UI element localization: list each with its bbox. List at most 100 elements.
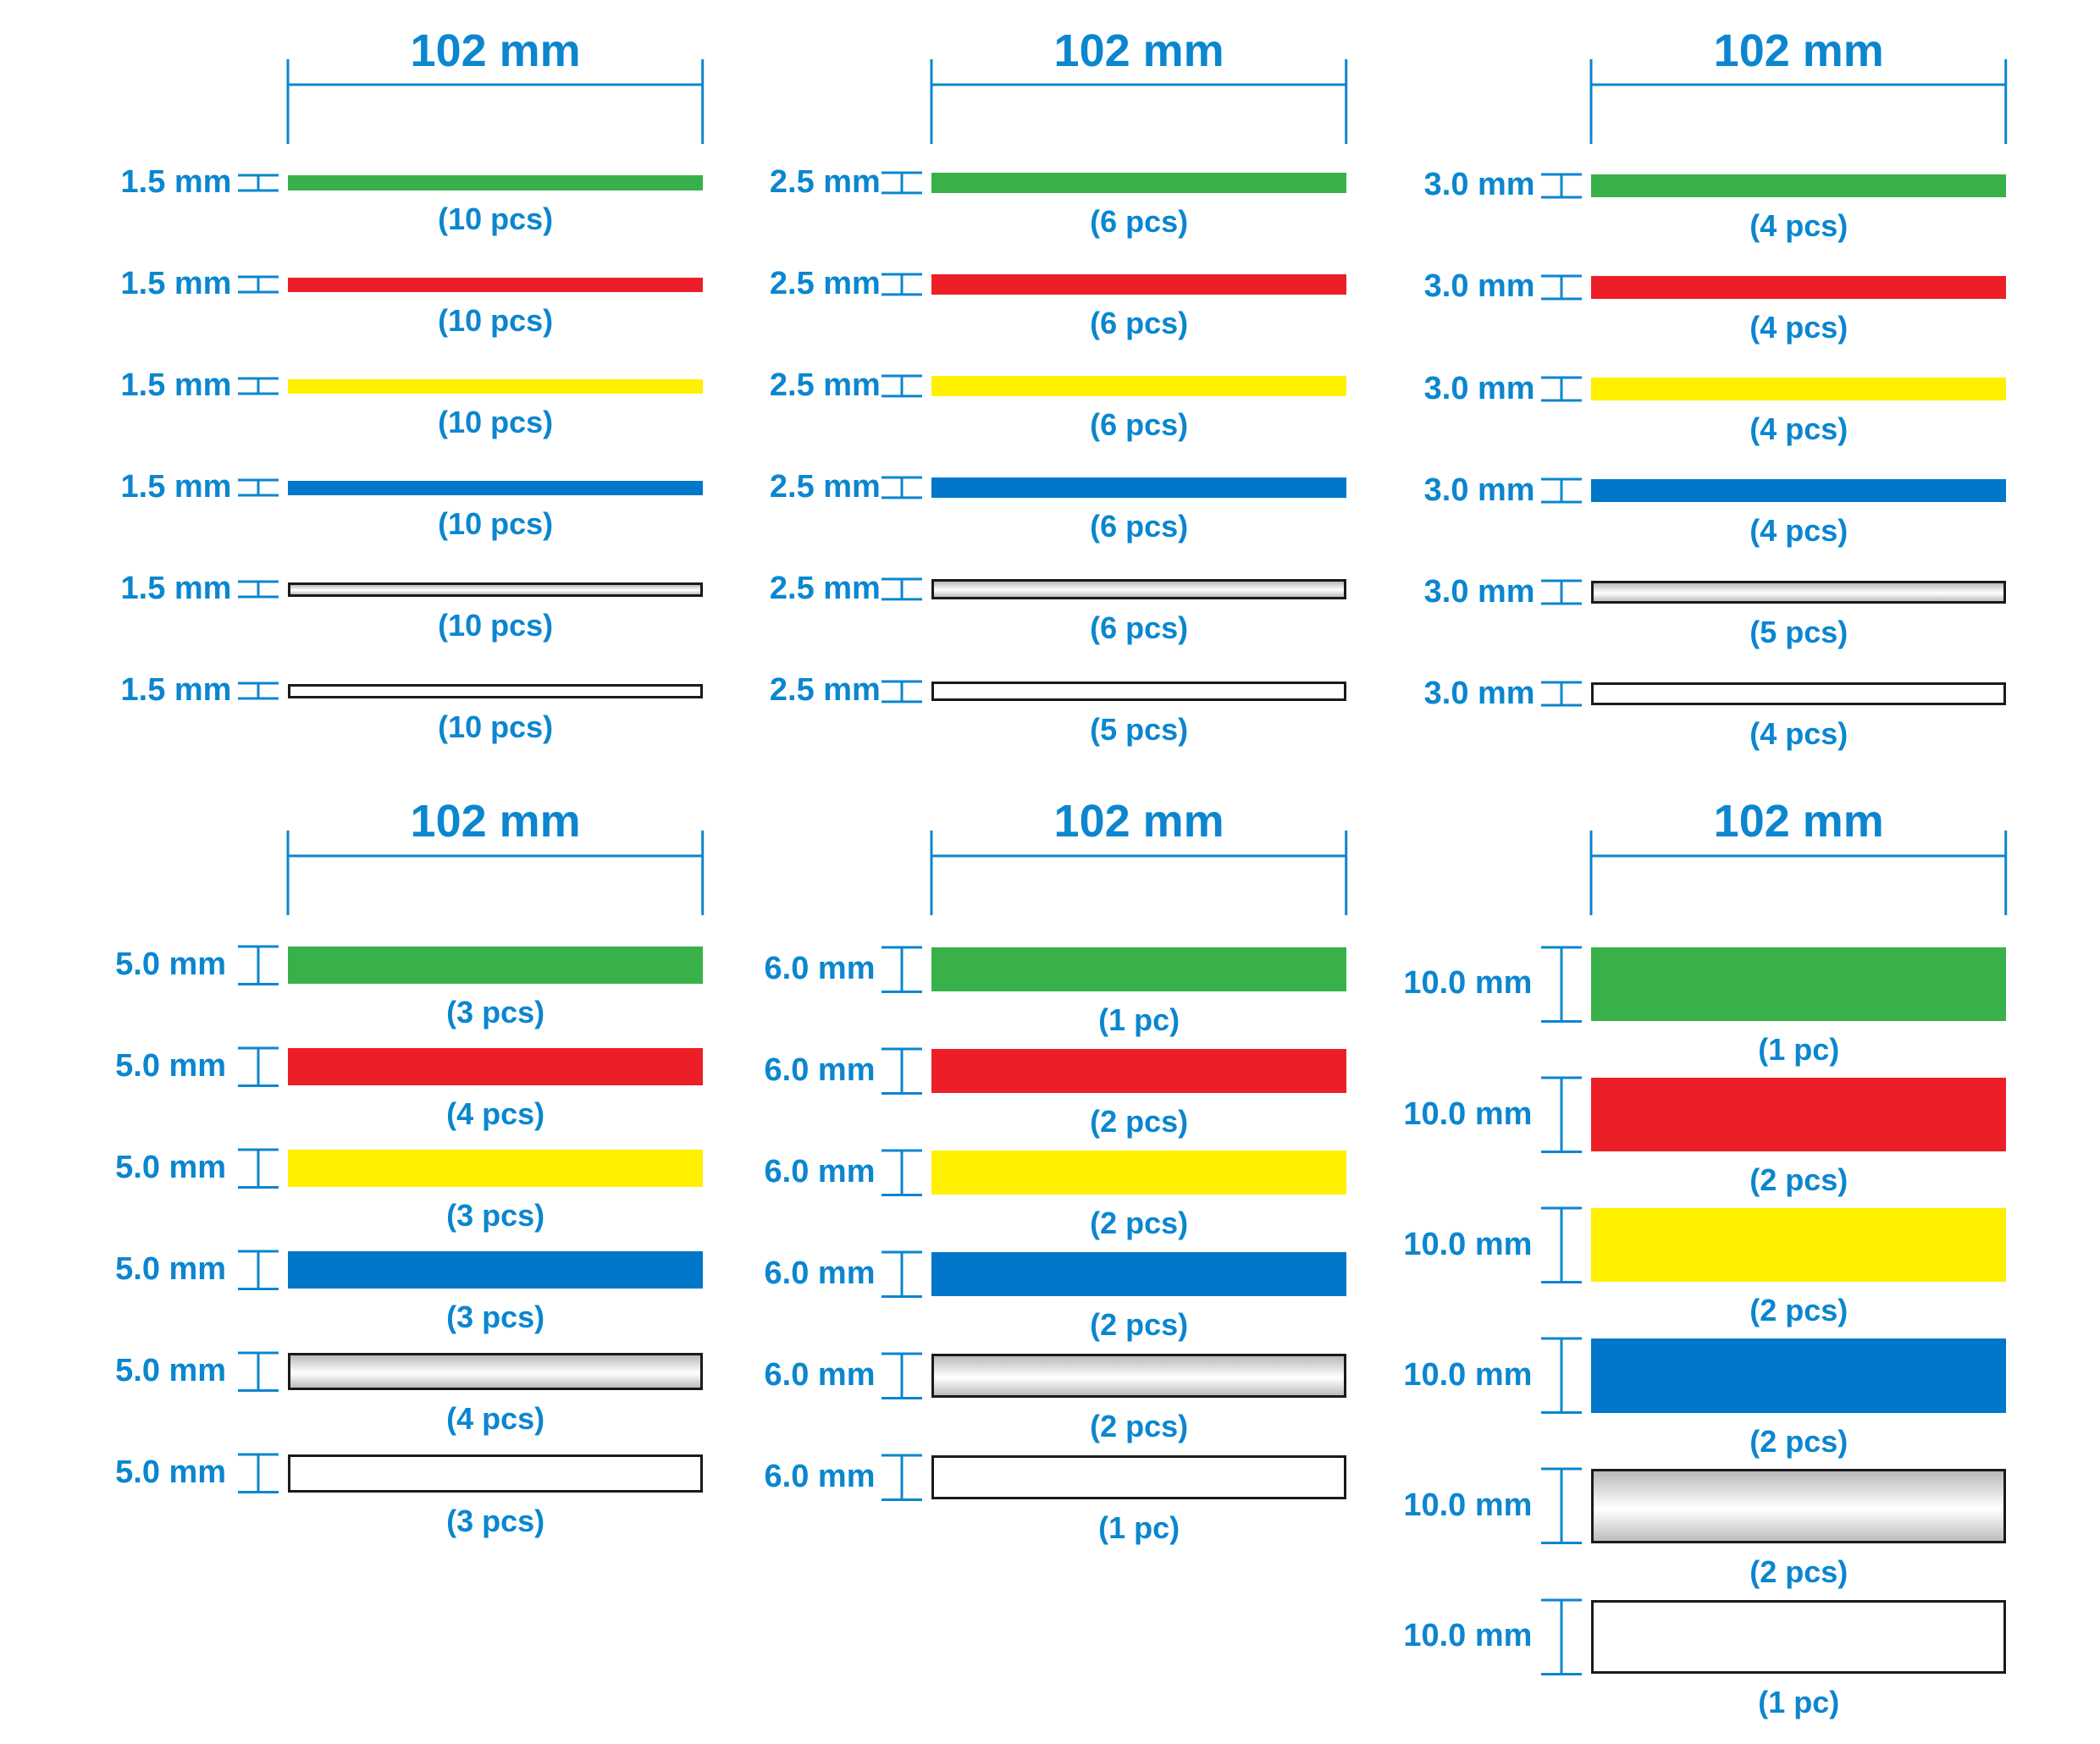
thickness-dimension-marker <box>1541 1598 1583 1675</box>
thickness-label: 10.0 mm <box>1403 1226 1533 1262</box>
piece-count-label: (10 pcs) <box>438 201 554 236</box>
thickness-dimension-marker <box>1541 1467 1583 1545</box>
strip-blue <box>1591 479 2007 503</box>
piece-count-label: (6 pcs) <box>1090 306 1189 341</box>
piece-count-label: (6 pcs) <box>1090 610 1189 646</box>
thickness-label: 2.5 mm <box>769 571 881 607</box>
thickness-dimension-marker <box>881 1454 923 1501</box>
piece-count-label: (10 pcs) <box>438 709 554 745</box>
strip-silver <box>1591 1469 2007 1543</box>
thickness-label: 3.0 mm <box>1423 370 1535 406</box>
thickness-label: 1.5 mm <box>120 672 232 709</box>
thickness-label: 2.5 mm <box>769 164 881 201</box>
piece-count-label: (2 pcs) <box>1090 1409 1189 1444</box>
thickness-label: 5.0 mm <box>115 1454 227 1491</box>
strip-green <box>288 175 703 190</box>
piece-count-label: (5 pcs) <box>1090 712 1189 748</box>
strip-blue <box>931 477 1346 499</box>
thickness-label: 6.0 mm <box>764 1459 876 1495</box>
thickness-label: 1.5 mm <box>120 367 232 404</box>
thickness-dimension-marker <box>881 273 923 296</box>
strip-red <box>1591 1077 2007 1152</box>
piece-count-label: (4 pcs) <box>1749 309 1849 345</box>
thickness-label: 6.0 mm <box>764 1255 876 1291</box>
strip-silver <box>931 1353 1346 1399</box>
thickness-dimension-marker <box>881 680 923 703</box>
piece-count-label: (2 pcs) <box>1090 1206 1189 1241</box>
thickness-dimension-marker <box>1541 579 1583 605</box>
thickness-label: 2.5 mm <box>769 672 881 709</box>
thickness-label: 5.0 mm <box>115 1251 227 1288</box>
piece-count-label: (4 pcs) <box>1749 716 1849 752</box>
strip-green <box>931 947 1346 992</box>
thickness-label: 3.0 mm <box>1423 472 1535 508</box>
thickness-label: 1.5 mm <box>120 164 232 201</box>
piece-count-label: (10 pcs) <box>438 608 554 643</box>
thickness-label: 10.0 mm <box>1403 1356 1533 1393</box>
strip-red <box>288 277 703 293</box>
thickness-dimension-marker <box>238 174 279 192</box>
piece-count-label: (3 pcs) <box>446 1300 545 1335</box>
piece-count-label: (6 pcs) <box>1090 204 1189 240</box>
strip-red <box>288 1047 703 1086</box>
thickness-dimension-marker <box>1541 946 1583 1023</box>
length-dimension-line <box>286 831 705 916</box>
strip-green <box>1591 174 2007 197</box>
piece-count-label: (10 pcs) <box>438 405 554 440</box>
piece-count-label: (2 pcs) <box>1749 1293 1849 1328</box>
thickness-label: 6.0 mm <box>764 1356 876 1393</box>
piece-count-label: (4 pcs) <box>1749 207 1849 243</box>
strip-clear <box>1591 682 2007 706</box>
thickness-label: 2.5 mm <box>769 469 881 505</box>
thickness-dimension-marker <box>238 1351 279 1392</box>
length-label: 102 mm <box>410 25 581 77</box>
thickness-dimension-marker <box>238 1046 279 1087</box>
piece-count-label: (6 pcs) <box>1090 407 1189 443</box>
thickness-dimension-marker <box>881 374 923 398</box>
thickness-dimension-marker <box>1541 681 1583 707</box>
strip-clear <box>1591 1599 2007 1675</box>
piece-count-label: (4 pcs) <box>446 1401 545 1437</box>
thickness-label: 10.0 mm <box>1403 1618 1533 1654</box>
thickness-label: 10.0 mm <box>1403 965 1533 1002</box>
strip-clear <box>931 681 1346 702</box>
strip-yellow <box>1591 1208 2007 1283</box>
length-label: 102 mm <box>1053 795 1224 847</box>
piece-count-label: (3 pcs) <box>446 995 545 1030</box>
strip-yellow <box>931 376 1346 397</box>
thickness-label: 5.0 mm <box>115 1048 227 1084</box>
length-dimension-line <box>930 831 1348 916</box>
piece-count-label: (1 pc) <box>1758 1685 1840 1720</box>
piece-count-label: (4 pcs) <box>446 1096 545 1132</box>
thickness-dimension-marker <box>881 1149 923 1196</box>
length-dimension-line <box>286 59 705 145</box>
thickness-label: 1.5 mm <box>120 571 232 607</box>
thickness-dimension-marker <box>1541 376 1583 402</box>
thickness-dimension-marker <box>881 1047 923 1095</box>
thickness-dimension-marker <box>1541 274 1583 301</box>
piece-count-label: (3 pcs) <box>446 1503 545 1538</box>
thickness-label: 6.0 mm <box>764 1153 876 1189</box>
thickness-dimension-marker <box>881 171 923 195</box>
thickness-label: 5.0 mm <box>115 1150 227 1186</box>
thickness-dimension-marker <box>881 577 923 601</box>
piece-count-label: (3 pcs) <box>446 1198 545 1233</box>
strip-green <box>931 173 1346 194</box>
length-dimension-line <box>1589 831 2008 916</box>
thickness-label: 2.5 mm <box>769 367 881 404</box>
piece-count-label: (10 pcs) <box>438 506 554 542</box>
piece-count-label: (2 pcs) <box>1749 1423 1849 1459</box>
piece-count-label: (2 pcs) <box>1090 1104 1189 1140</box>
piece-count-label: (6 pcs) <box>1090 509 1189 544</box>
piece-count-label: (4 pcs) <box>1749 411 1849 447</box>
thickness-label: 3.0 mm <box>1423 573 1535 610</box>
strip-blue <box>1591 1338 2007 1413</box>
thickness-dimension-marker <box>1541 1337 1583 1415</box>
strip-red <box>1591 275 2007 299</box>
thickness-label: 10.0 mm <box>1403 1096 1533 1132</box>
length-label: 102 mm <box>410 795 581 847</box>
thickness-label: 1.5 mm <box>120 266 232 302</box>
strip-silver <box>288 582 703 598</box>
piece-count-label: (1 pc) <box>1098 1510 1180 1546</box>
length-dimension-line <box>1589 59 2008 145</box>
